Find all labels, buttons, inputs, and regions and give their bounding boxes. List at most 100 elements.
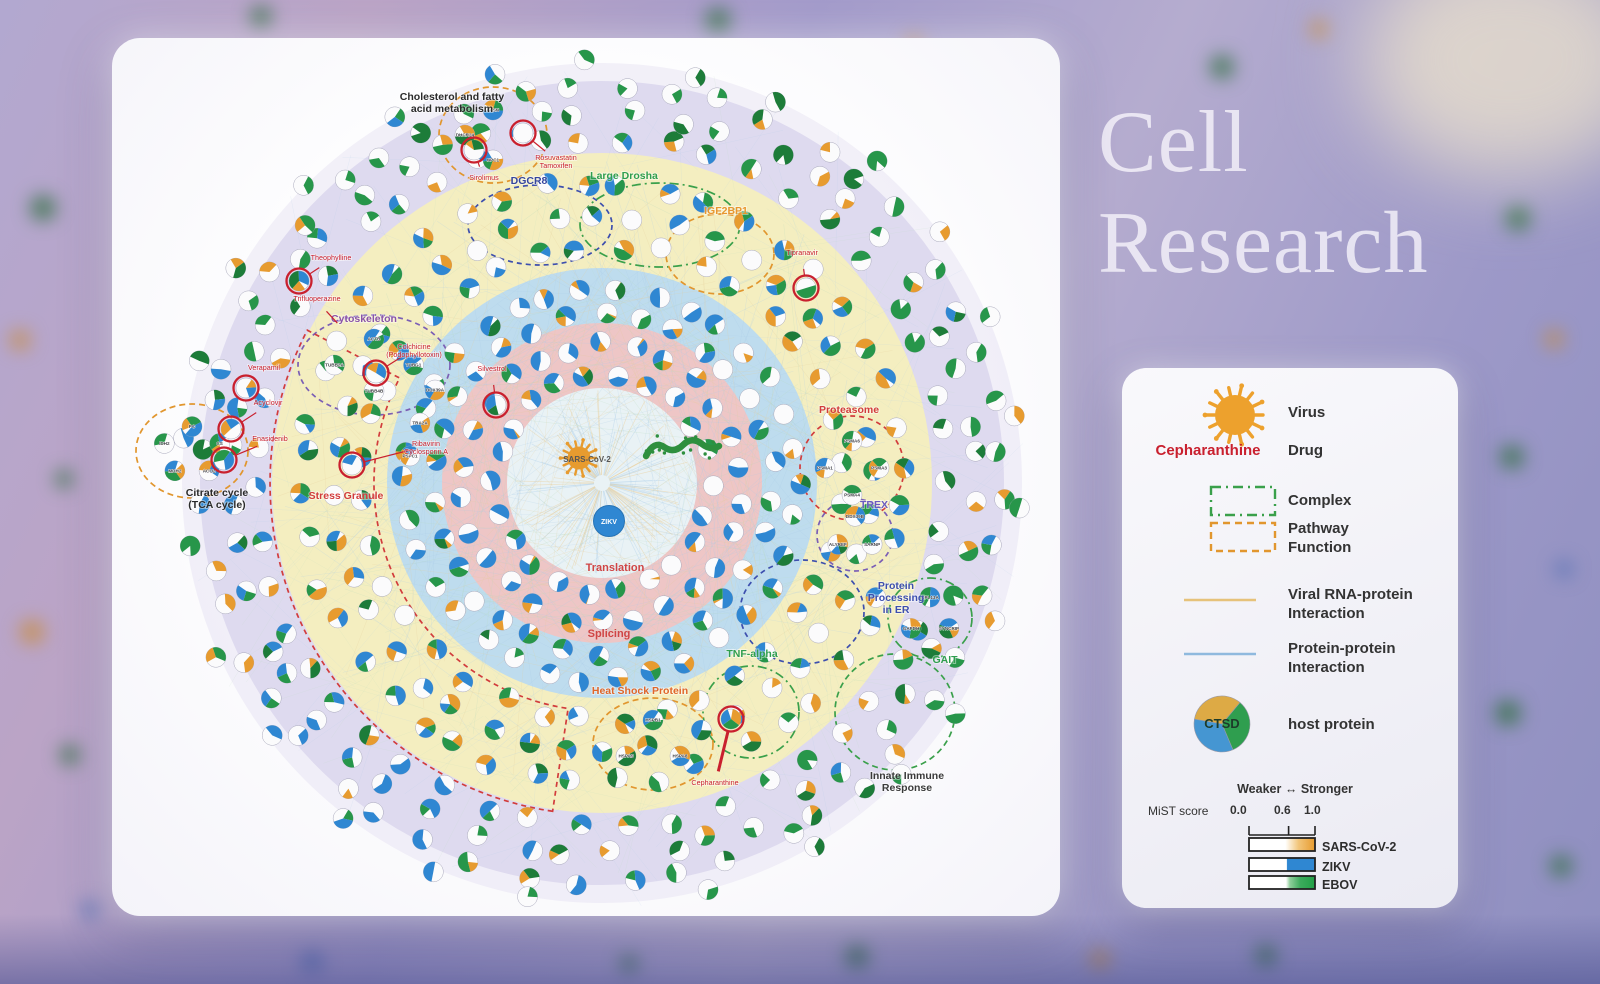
host-protein-node xyxy=(527,763,549,784)
host-protein-node xyxy=(569,279,590,301)
host-protein-node xyxy=(858,691,880,712)
host-protein-node xyxy=(727,457,749,478)
ring-core-circle xyxy=(507,388,697,578)
region-dgcr8 xyxy=(467,184,613,266)
host-protein-node xyxy=(426,639,448,660)
host-protein-node xyxy=(664,386,686,408)
host-protein-node xyxy=(759,366,781,388)
host-protein-node xyxy=(490,337,512,358)
host-protein-node xyxy=(691,505,713,527)
host-protein-node xyxy=(215,593,236,615)
host-protein-node xyxy=(530,350,551,372)
host-protein-node xyxy=(965,491,987,512)
host-protein-node xyxy=(924,689,945,711)
drug-target-ring xyxy=(717,705,745,733)
host-protein-node xyxy=(558,342,579,364)
mist-score-bars xyxy=(1248,826,1316,890)
host-protein-node xyxy=(422,305,444,327)
host-protein-node xyxy=(426,172,448,193)
host-protein-node: IDH2 xyxy=(154,433,175,454)
host-protein-node xyxy=(488,504,510,525)
host-protein-node xyxy=(719,276,740,297)
host-protein-node xyxy=(697,879,719,900)
host-protein-node xyxy=(491,191,513,212)
host-protein-node xyxy=(548,571,569,593)
host-protein-node xyxy=(802,574,824,595)
host-protein-node xyxy=(574,49,595,71)
host-protein-node xyxy=(886,417,907,439)
host-protein-node xyxy=(381,263,403,285)
host-protein-node xyxy=(458,523,479,544)
host-protein-node xyxy=(740,731,762,752)
host-protein-node xyxy=(965,441,986,462)
host-protein-node xyxy=(293,175,314,196)
host-protein-node xyxy=(439,693,461,715)
host-protein-node xyxy=(661,84,683,105)
host-protein-node xyxy=(890,298,912,320)
region-label-large-drosha: Large Drosha xyxy=(590,170,658,182)
host-protein-node xyxy=(739,388,760,409)
host-protein-node xyxy=(581,205,603,227)
host-protein-node xyxy=(608,366,629,387)
host-protein-node xyxy=(504,647,525,668)
host-protein-node xyxy=(448,556,470,578)
ppi-edge-icon xyxy=(1184,652,1256,656)
region-label-tnf-alpha: TNF-alpha xyxy=(726,648,777,660)
host-protein-node xyxy=(571,814,592,835)
host-protein-node xyxy=(833,649,855,671)
host-protein-node xyxy=(519,554,540,576)
host-protein-node xyxy=(832,722,853,744)
host-protein-node xyxy=(467,825,488,846)
host-protein-node xyxy=(485,256,507,278)
zikv-label: ZIKV xyxy=(601,519,617,526)
host-protein-node xyxy=(245,476,267,498)
legend-viral-edge-label-2: Interaction xyxy=(1288,605,1365,622)
host-protein-node xyxy=(225,257,247,279)
host-protein-node xyxy=(866,150,888,172)
legend-card: Virus Cepharanthine Drug Complex Pathway… xyxy=(1122,368,1458,908)
host-protein-node xyxy=(419,798,441,820)
host-protein-node: PSMA1 xyxy=(814,457,836,479)
host-protein-node xyxy=(287,725,309,746)
host-protein-node: PSMA4 xyxy=(841,484,863,506)
host-protein-node xyxy=(478,629,499,651)
host-protein-node xyxy=(762,578,783,599)
gene-label: ACTB xyxy=(368,337,381,342)
region-labels: Cholesterol and fatty acid metabolism DGCR… xyxy=(185,90,959,795)
journal-title: Cell Research xyxy=(1098,92,1428,294)
host-protein-node xyxy=(351,489,372,511)
sars-cov-2-label: SARS-CoV-2 xyxy=(563,455,611,464)
host-protein-node xyxy=(622,610,644,631)
host-protein-node xyxy=(368,147,390,169)
host-protein-node xyxy=(579,584,600,605)
mist-series-sars: SARS-CoV-2 xyxy=(1322,840,1397,854)
drug-label: Theophylline xyxy=(311,253,352,262)
host-protein-node xyxy=(276,662,298,684)
host-protein-node xyxy=(944,647,966,668)
host-protein-node xyxy=(179,535,201,557)
host-protein-node xyxy=(712,588,734,609)
host-protein-node xyxy=(205,647,227,668)
host-protein-node xyxy=(614,713,636,735)
host-protein-node xyxy=(424,492,446,513)
host-protein-node xyxy=(1004,405,1025,427)
host-protein-node xyxy=(567,133,589,154)
host-protein-node xyxy=(412,829,433,850)
host-protein-node xyxy=(534,706,556,728)
host-protein-node xyxy=(617,78,638,99)
host-protein-node xyxy=(765,451,786,472)
host-protein-node xyxy=(709,121,730,142)
host-protein-node xyxy=(475,754,497,776)
area-label-translation: Translation xyxy=(586,562,645,574)
host-protein-node xyxy=(391,465,413,487)
host-protein-node xyxy=(503,419,524,440)
host-protein-node xyxy=(929,326,950,347)
host-protein-node: SARNP xyxy=(861,534,883,555)
host-protein-node xyxy=(475,547,497,569)
region-label-heat-shock: Heat Shock Protein xyxy=(592,685,688,697)
host-protein-node xyxy=(405,539,427,560)
host-protein-node xyxy=(773,545,794,566)
center-viruses: SARS-CoV-2 ZIKV xyxy=(558,434,723,537)
host-protein-node xyxy=(206,560,227,582)
host-protein-node xyxy=(661,813,682,835)
